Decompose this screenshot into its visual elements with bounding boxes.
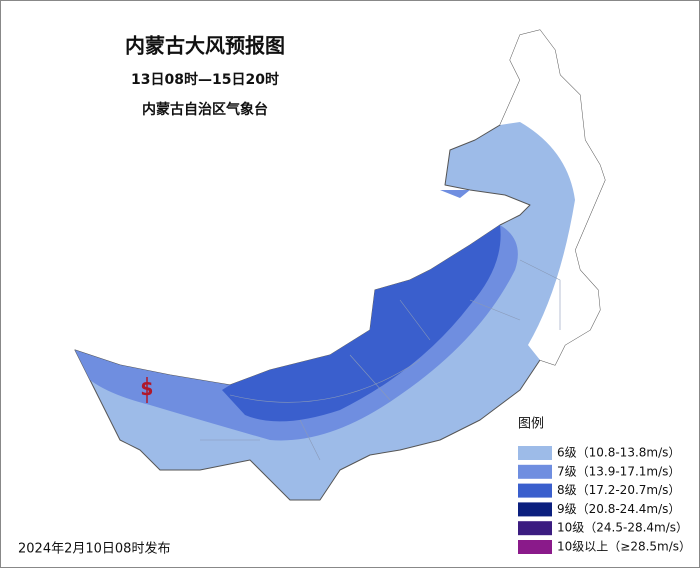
legend-label: 10级以上（≥28.5m/s） bbox=[557, 540, 691, 554]
subtitle: 13日08时—15日20时 bbox=[131, 71, 279, 88]
calm-area bbox=[500, 30, 605, 365]
legend-swatch bbox=[518, 521, 552, 536]
legend-label: 8级（17.2-20.7m/s） bbox=[557, 483, 680, 497]
zone-8b bbox=[440, 190, 470, 198]
title: 内蒙古大风预报图 bbox=[125, 34, 285, 58]
legend-swatch bbox=[518, 446, 552, 460]
legend-swatch bbox=[518, 540, 552, 554]
legend-swatch bbox=[518, 483, 552, 498]
zone-8 bbox=[222, 225, 501, 422]
zone-7 bbox=[75, 225, 518, 441]
region-map: S bbox=[74, 29, 606, 501]
legend-label: 9级（20.8-24.4m/s） bbox=[557, 502, 680, 516]
legend-title: 图例 bbox=[518, 417, 544, 432]
legend: 6级（10.8-13.8m/s） 7级（13.9-17.1m/s） 8级（17.2-… bbox=[518, 446, 691, 554]
legend-swatch bbox=[518, 464, 552, 479]
legend-label: 6级（10.8-13.8m/s） bbox=[557, 446, 680, 460]
legend-label: 7级（13.9-17.1m/s） bbox=[557, 464, 680, 478]
district-borders bbox=[200, 259, 561, 461]
footer: 2024年2月10日08时发布 bbox=[18, 541, 170, 557]
issuer: 内蒙古自治区气象台 bbox=[142, 101, 268, 118]
legend-swatch bbox=[518, 502, 552, 517]
legend-label: 10级（24.5-28.4m/s） bbox=[557, 521, 688, 535]
